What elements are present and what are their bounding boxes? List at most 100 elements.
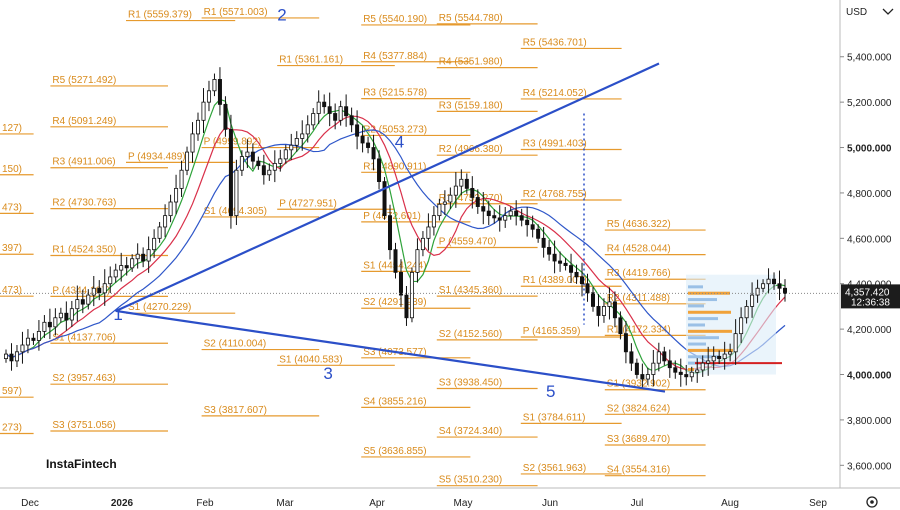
pivot-label: R4 (4528.044)	[607, 244, 671, 255]
pivot-label: R3 (5215.578)	[363, 88, 427, 99]
candle-body	[163, 215, 168, 228]
candle-body	[261, 165, 266, 176]
pivot-label: R1 (4524.350)	[52, 244, 116, 255]
candle-body	[228, 128, 233, 217]
candle-body	[766, 278, 771, 285]
candle-body	[431, 215, 436, 228]
pivot-label: P (4727.951)	[279, 198, 337, 209]
pivot-label: R5 (4636.322)	[607, 219, 671, 230]
pivot-label: R4 (5214.052)	[523, 88, 587, 99]
time-tick-label: Sep	[809, 498, 827, 509]
pivot-label: S2 (3561.963)	[523, 463, 586, 474]
profile-bar	[688, 323, 705, 327]
pivot-label: S1 (4345.360)	[439, 285, 502, 296]
candle-body	[640, 374, 645, 380]
candle-body	[629, 351, 634, 364]
profile-bar	[688, 317, 718, 321]
candle-body	[739, 317, 744, 335]
candle-body	[689, 371, 694, 378]
pivot-label: S5 (3636.855)	[363, 446, 426, 457]
candle-body	[47, 321, 52, 328]
profile-bar	[688, 355, 720, 359]
candle-body	[503, 215, 508, 221]
candle-body	[525, 219, 530, 226]
candle-body	[196, 119, 201, 135]
pivot-label: S1 (4137.706)	[52, 332, 115, 343]
candle-body	[684, 374, 689, 378]
candle-body	[80, 299, 85, 305]
candle-body	[486, 210, 491, 217]
time-tick-label: Jun	[542, 498, 558, 509]
candle-body	[64, 312, 69, 321]
candle-body	[541, 237, 546, 248]
candle-body	[179, 169, 184, 189]
candle-body	[338, 106, 343, 121]
time-tick-label: May	[454, 498, 473, 509]
pivot-label: R5 (5544.780)	[439, 13, 503, 24]
candle-body	[305, 124, 310, 135]
pivot-label: 127)	[2, 123, 22, 134]
pivot-label: R2 (4311.488)	[607, 293, 670, 304]
pivot-label: R3 (4419.766)	[607, 268, 671, 279]
candle-body	[695, 369, 700, 373]
candle-body	[322, 101, 327, 108]
candle-body	[53, 317, 58, 328]
candles	[4, 67, 788, 389]
candle-body	[366, 142, 371, 148]
candle-body	[563, 262, 568, 266]
candle-body	[102, 283, 107, 294]
candle-body	[645, 374, 650, 380]
candle-body	[113, 269, 118, 278]
pivot-label: 150)	[2, 164, 22, 175]
candle-body	[272, 163, 277, 171]
candle-body	[355, 124, 360, 137]
candle-body	[580, 276, 585, 285]
time-tick-label: 2026	[111, 498, 134, 509]
time-tick-label: Jul	[631, 498, 644, 509]
profile-bar	[688, 329, 732, 333]
candle-body	[596, 306, 601, 316]
candle-body	[470, 187, 475, 198]
candle-body	[601, 306, 606, 316]
candle-body	[761, 283, 766, 289]
pivot-label: S3 (3817.607)	[204, 405, 267, 416]
candle-body	[234, 169, 239, 217]
candle-body	[190, 133, 195, 153]
profile-bar	[688, 342, 706, 346]
candle-body	[135, 253, 140, 260]
candle-body	[700, 362, 705, 371]
candle-body	[607, 301, 612, 307]
candle-body	[294, 138, 299, 146]
pivot-label: S3 (3938.450)	[439, 377, 502, 388]
candle-body	[673, 367, 678, 373]
pivot-label: R1 (4890.911)	[363, 161, 426, 172]
pivot-label: S3 (3751.056)	[52, 420, 115, 431]
candle-body	[585, 283, 590, 294]
moving-average-line	[5, 129, 786, 367]
candle-body	[377, 158, 382, 182]
candle-body	[552, 253, 557, 262]
pivot-label: P (4344.107)	[52, 285, 110, 296]
candle-body	[728, 351, 733, 355]
candle-body	[201, 101, 206, 121]
price-tick-label: 5,400.000	[847, 53, 892, 64]
pivot-label: R4 (5091.249)	[52, 116, 116, 127]
price-tick-label: 4,800.000	[847, 189, 892, 200]
candle-body	[119, 265, 124, 271]
current-price-countdown: 12:36:38	[851, 297, 890, 308]
candle-body	[75, 299, 80, 310]
pivot-label: P (4934.489)	[128, 151, 186, 162]
candle-body	[711, 355, 716, 362]
brand-logo: InstaFintech	[46, 457, 117, 471]
pivot-label: 473)	[2, 285, 22, 296]
pivot-label: S2 (3957.463)	[52, 373, 115, 384]
pivot-label: S5 (3510.230)	[439, 475, 502, 486]
pivot-label: S4 (3855.216)	[363, 396, 426, 407]
candle-body	[245, 151, 250, 158]
candle-body	[360, 135, 365, 144]
candle-body	[772, 278, 777, 285]
profile-bar	[688, 285, 703, 289]
price-axis-bg	[840, 0, 900, 488]
candle-body	[667, 360, 672, 369]
